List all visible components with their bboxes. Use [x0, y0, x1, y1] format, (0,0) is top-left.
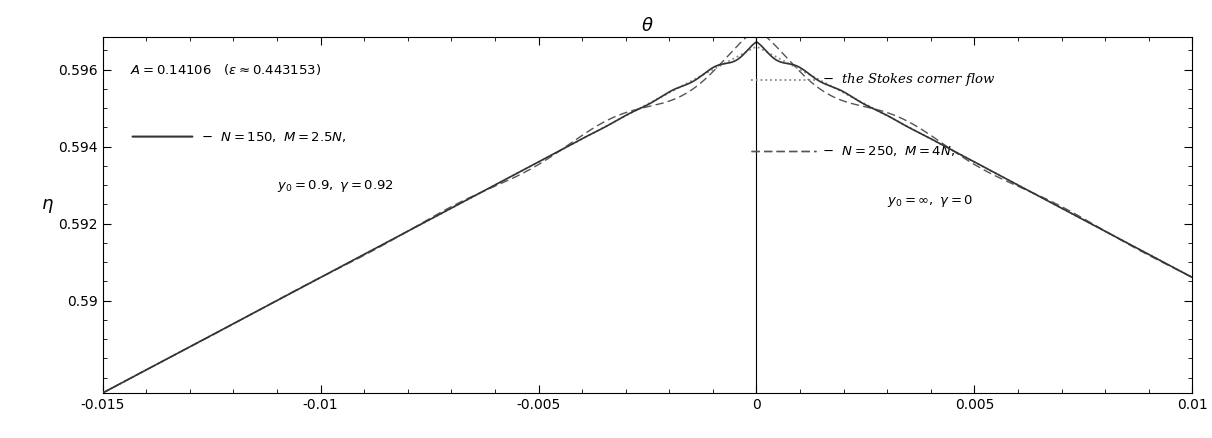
Text: $-$  $N = 250,\ M = 4N,$: $-$ $N = 250,\ M = 4N,$	[822, 144, 955, 158]
Text: $y_0 = \infty,\ \gamma = 0$: $y_0 = \infty,\ \gamma = 0$	[887, 193, 973, 209]
Text: $A = 0.14106$   $(\varepsilon \approx 0.443153)$: $A = 0.14106$ $(\varepsilon \approx 0.44…	[130, 62, 321, 77]
Y-axis label: $\eta$: $\eta$	[40, 197, 53, 215]
Text: $-$  the Stokes corner flow: $-$ the Stokes corner flow	[822, 71, 995, 88]
Text: $-$  $N = 150,\ M = 2.5N,$: $-$ $N = 150,\ M = 2.5N,$	[201, 130, 347, 144]
Text: $y_0 = 0.9,\ \gamma = 0.92$: $y_0 = 0.9,\ \gamma = 0.92$	[276, 178, 394, 194]
Title: $\theta$: $\theta$	[641, 18, 653, 35]
